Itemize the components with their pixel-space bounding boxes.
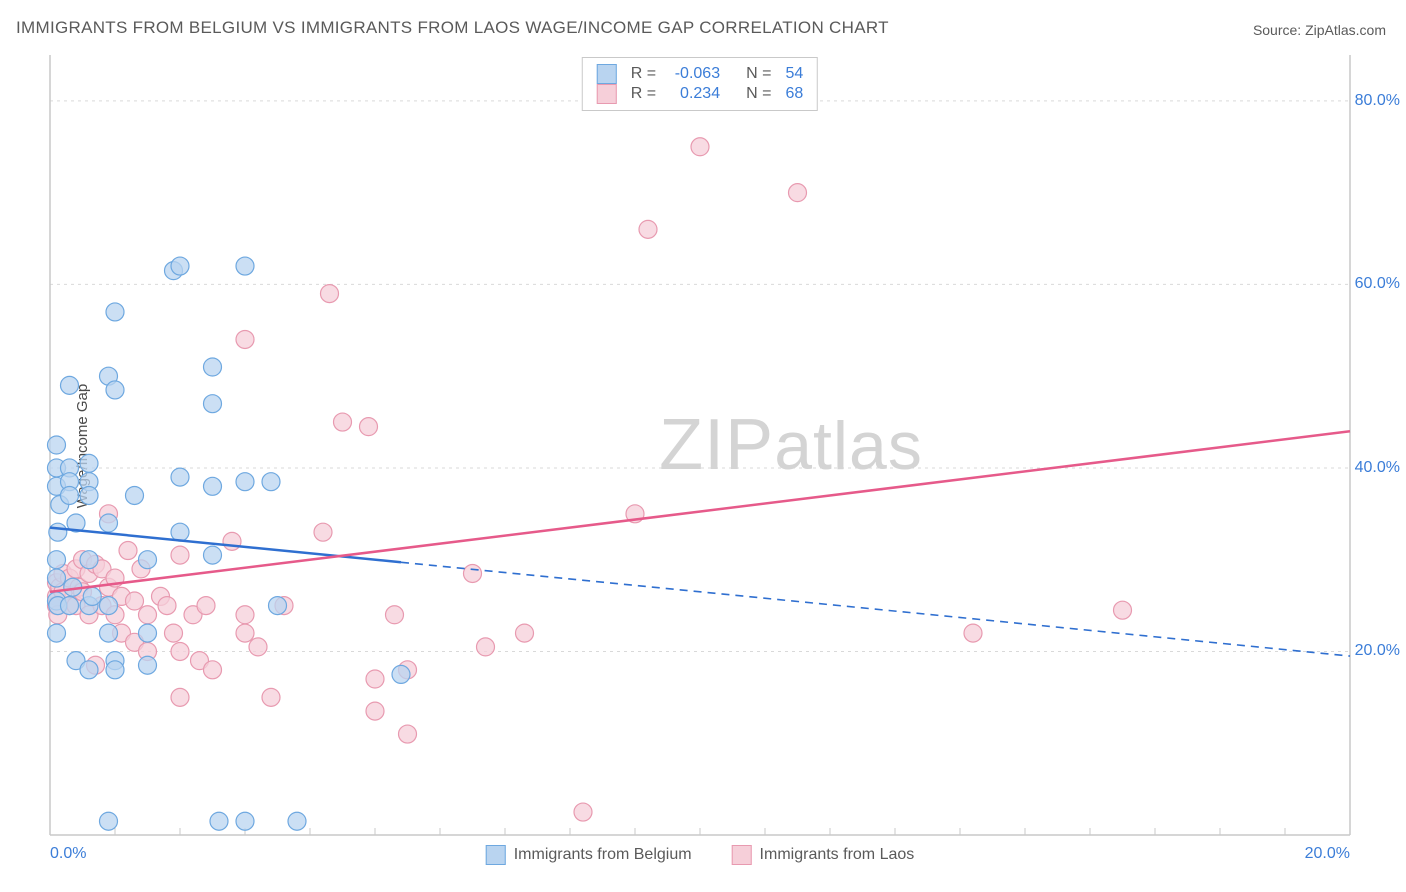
n-value-belgium: 54 <box>785 65 803 83</box>
x-tick-label: 20.0% <box>1305 845 1350 863</box>
y-tick-label: 60.0% <box>1355 275 1400 293</box>
chart-title: IMMIGRANTS FROM BELGIUM VS IMMIGRANTS FR… <box>16 18 889 38</box>
legend-row-belgium: R = -0.063 N = 54 <box>597 64 803 84</box>
r-label: R = <box>631 85 656 103</box>
series-legend: Immigrants from Belgium Immigrants from … <box>486 845 915 865</box>
y-tick-label: 20.0% <box>1355 642 1400 660</box>
swatch-laos <box>597 84 617 104</box>
x-tick-label: 0.0% <box>50 845 86 863</box>
r-value-laos: 0.234 <box>670 85 720 103</box>
y-tick-label: 40.0% <box>1355 459 1400 477</box>
legend-label-belgium: Immigrants from Belgium <box>514 846 692 864</box>
y-tick-label: 80.0% <box>1355 92 1400 110</box>
legend-label-laos: Immigrants from Laos <box>760 846 915 864</box>
correlation-legend: R = -0.063 N = 54 R = 0.234 N = 68 <box>582 57 818 111</box>
r-label: R = <box>631 65 656 83</box>
scatter-svg <box>50 55 1350 835</box>
swatch-belgium <box>597 64 617 84</box>
legend-item-laos: Immigrants from Laos <box>732 845 915 865</box>
legend-item-belgium: Immigrants from Belgium <box>486 845 692 865</box>
n-value-laos: 68 <box>785 85 803 103</box>
n-label: N = <box>746 65 771 83</box>
swatch-belgium <box>486 845 506 865</box>
legend-row-laos: R = 0.234 N = 68 <box>597 84 803 104</box>
plot-area: ZIPatlas R = -0.063 N = 54 R = 0.234 N =… <box>50 55 1350 835</box>
source-label: Source: ZipAtlas.com <box>1253 22 1386 38</box>
swatch-laos <box>732 845 752 865</box>
r-value-belgium: -0.063 <box>670 65 720 83</box>
n-label: N = <box>746 85 771 103</box>
